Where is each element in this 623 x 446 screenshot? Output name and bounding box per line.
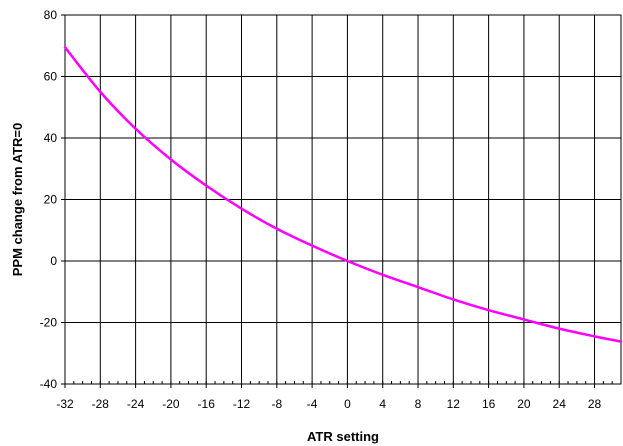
grid-lines bbox=[64, 14, 621, 385]
x-tick-label: -4 bbox=[307, 397, 318, 411]
x-tick-labels: -32 -28 -24 -20 -16 -12 -8 -4 0 4 8 12 16 20 24 28 bbox=[56, 397, 601, 411]
y-tick-label: 40 bbox=[44, 131, 58, 145]
y-tick-label: 0 bbox=[50, 254, 57, 268]
y-axis-title: PPM change from ATR=0 bbox=[10, 123, 25, 277]
y-tick-label: -20 bbox=[40, 316, 58, 330]
x-tick-label: 12 bbox=[447, 397, 461, 411]
x-tick-label: -28 bbox=[92, 397, 110, 411]
x-tick-label: 4 bbox=[379, 397, 386, 411]
series-layer bbox=[63, 46, 623, 343]
axes bbox=[61, 14, 622, 388]
x-tick-label: 20 bbox=[517, 397, 531, 411]
x-tick-label: -20 bbox=[162, 397, 180, 411]
plot-frame bbox=[64, 14, 622, 385]
x-tick-label: -16 bbox=[198, 397, 216, 411]
x-axis-title: ATR setting bbox=[307, 429, 379, 444]
y-tick-labels: -40 -20 0 20 40 60 80 bbox=[40, 8, 58, 391]
series-line bbox=[63, 46, 623, 343]
x-tick-label: -12 bbox=[233, 397, 251, 411]
x-tick-label: 24 bbox=[553, 397, 567, 411]
minor-ticks bbox=[64, 381, 622, 384]
y-tick-label: 20 bbox=[44, 193, 58, 207]
x-tick-label: 16 bbox=[482, 397, 496, 411]
x-tick-label: 0 bbox=[344, 397, 351, 411]
x-tick-label: 28 bbox=[588, 397, 602, 411]
y-tick-label: 60 bbox=[44, 70, 58, 84]
x-tick-label: 8 bbox=[415, 397, 422, 411]
x-tick-label: -8 bbox=[271, 397, 282, 411]
x-tick-label: -32 bbox=[56, 397, 74, 411]
y-tick-label: 80 bbox=[44, 8, 58, 22]
x-tick-label: -24 bbox=[127, 397, 145, 411]
y-tick-label: -40 bbox=[40, 377, 58, 391]
